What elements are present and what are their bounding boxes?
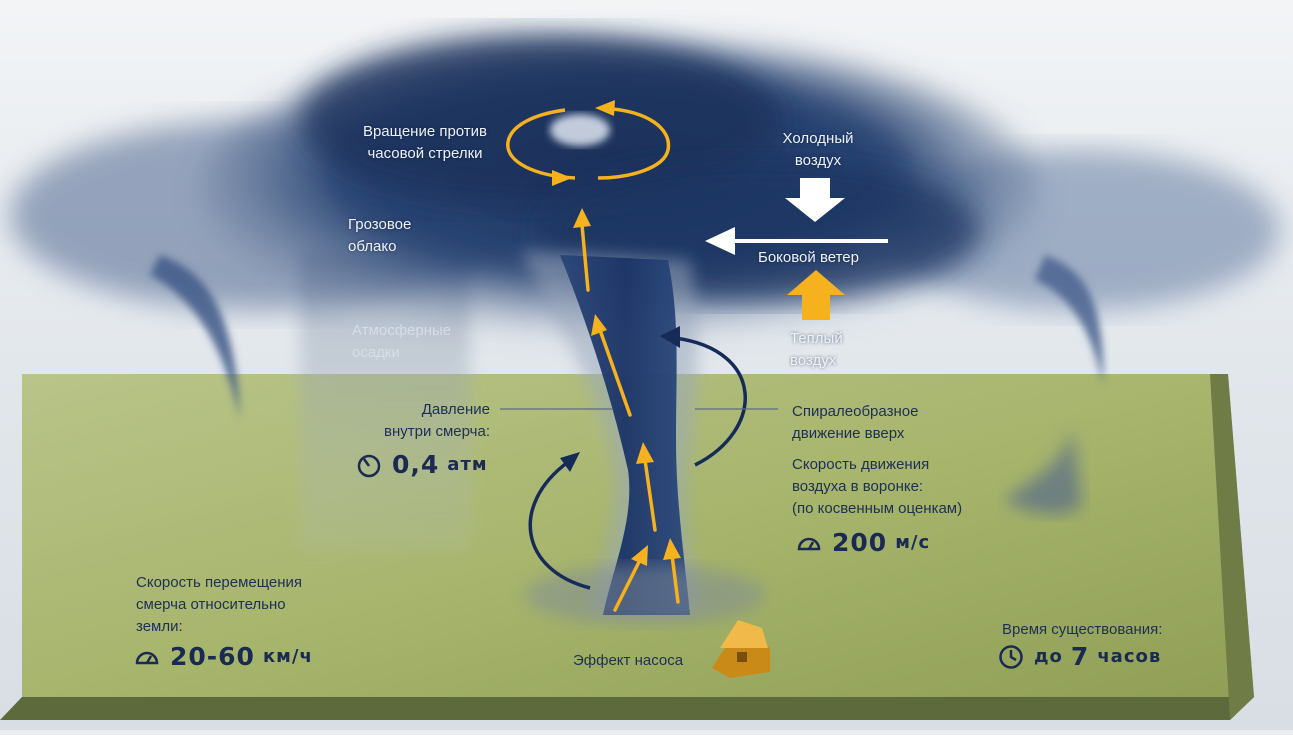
rotation-arrows bbox=[506, 100, 671, 186]
clock-icon bbox=[999, 644, 1023, 669]
cold-air-arrow bbox=[785, 178, 845, 222]
pressure-label: Давление внутри смерча: bbox=[383, 401, 490, 440]
warm-air-arrow bbox=[787, 270, 845, 320]
cold-air-label: Холодный воздух bbox=[782, 130, 854, 169]
small-funnel-left bbox=[150, 255, 240, 420]
rotation-label: Вращение против часовой стрелки bbox=[362, 123, 488, 162]
lifetime-label: Время существования: bbox=[1002, 621, 1163, 638]
spiral-arrows bbox=[528, 326, 747, 590]
spiral-label: Спиралеобразное движение вверх bbox=[792, 403, 919, 442]
funnel-speed-value: 200 м/с bbox=[796, 528, 930, 557]
side-wind-arrow bbox=[705, 227, 888, 255]
side-wind-label: Боковой ветер bbox=[758, 249, 859, 266]
updraft-arrows bbox=[573, 208, 681, 612]
lifetime-value: до 7 часов bbox=[998, 642, 1161, 671]
travel-speed-label: Скорость перемещения смерча относительно… bbox=[136, 574, 303, 635]
travel-speed-value: 20-60 км/ч bbox=[134, 642, 313, 671]
warm-air-label: Теплый воздух bbox=[790, 330, 843, 369]
small-funnel-right bbox=[1035, 255, 1104, 385]
small-funnel-far-right bbox=[1005, 430, 1082, 515]
storm-cloud-label: Грозовое облако bbox=[348, 216, 412, 255]
pressure-value: 0,4 атм bbox=[356, 450, 488, 479]
speedometer-icon bbox=[797, 537, 821, 550]
gauge-icon bbox=[357, 454, 381, 477]
house-icon bbox=[712, 620, 770, 678]
speedometer-icon bbox=[135, 651, 159, 664]
precipitation-label: Атмосферные осадки bbox=[352, 322, 452, 361]
funnel-speed-label: Скорость движения воздуха в воронке: (по… bbox=[792, 456, 963, 517]
pump-effect-label: Эффект насоса bbox=[573, 652, 684, 669]
